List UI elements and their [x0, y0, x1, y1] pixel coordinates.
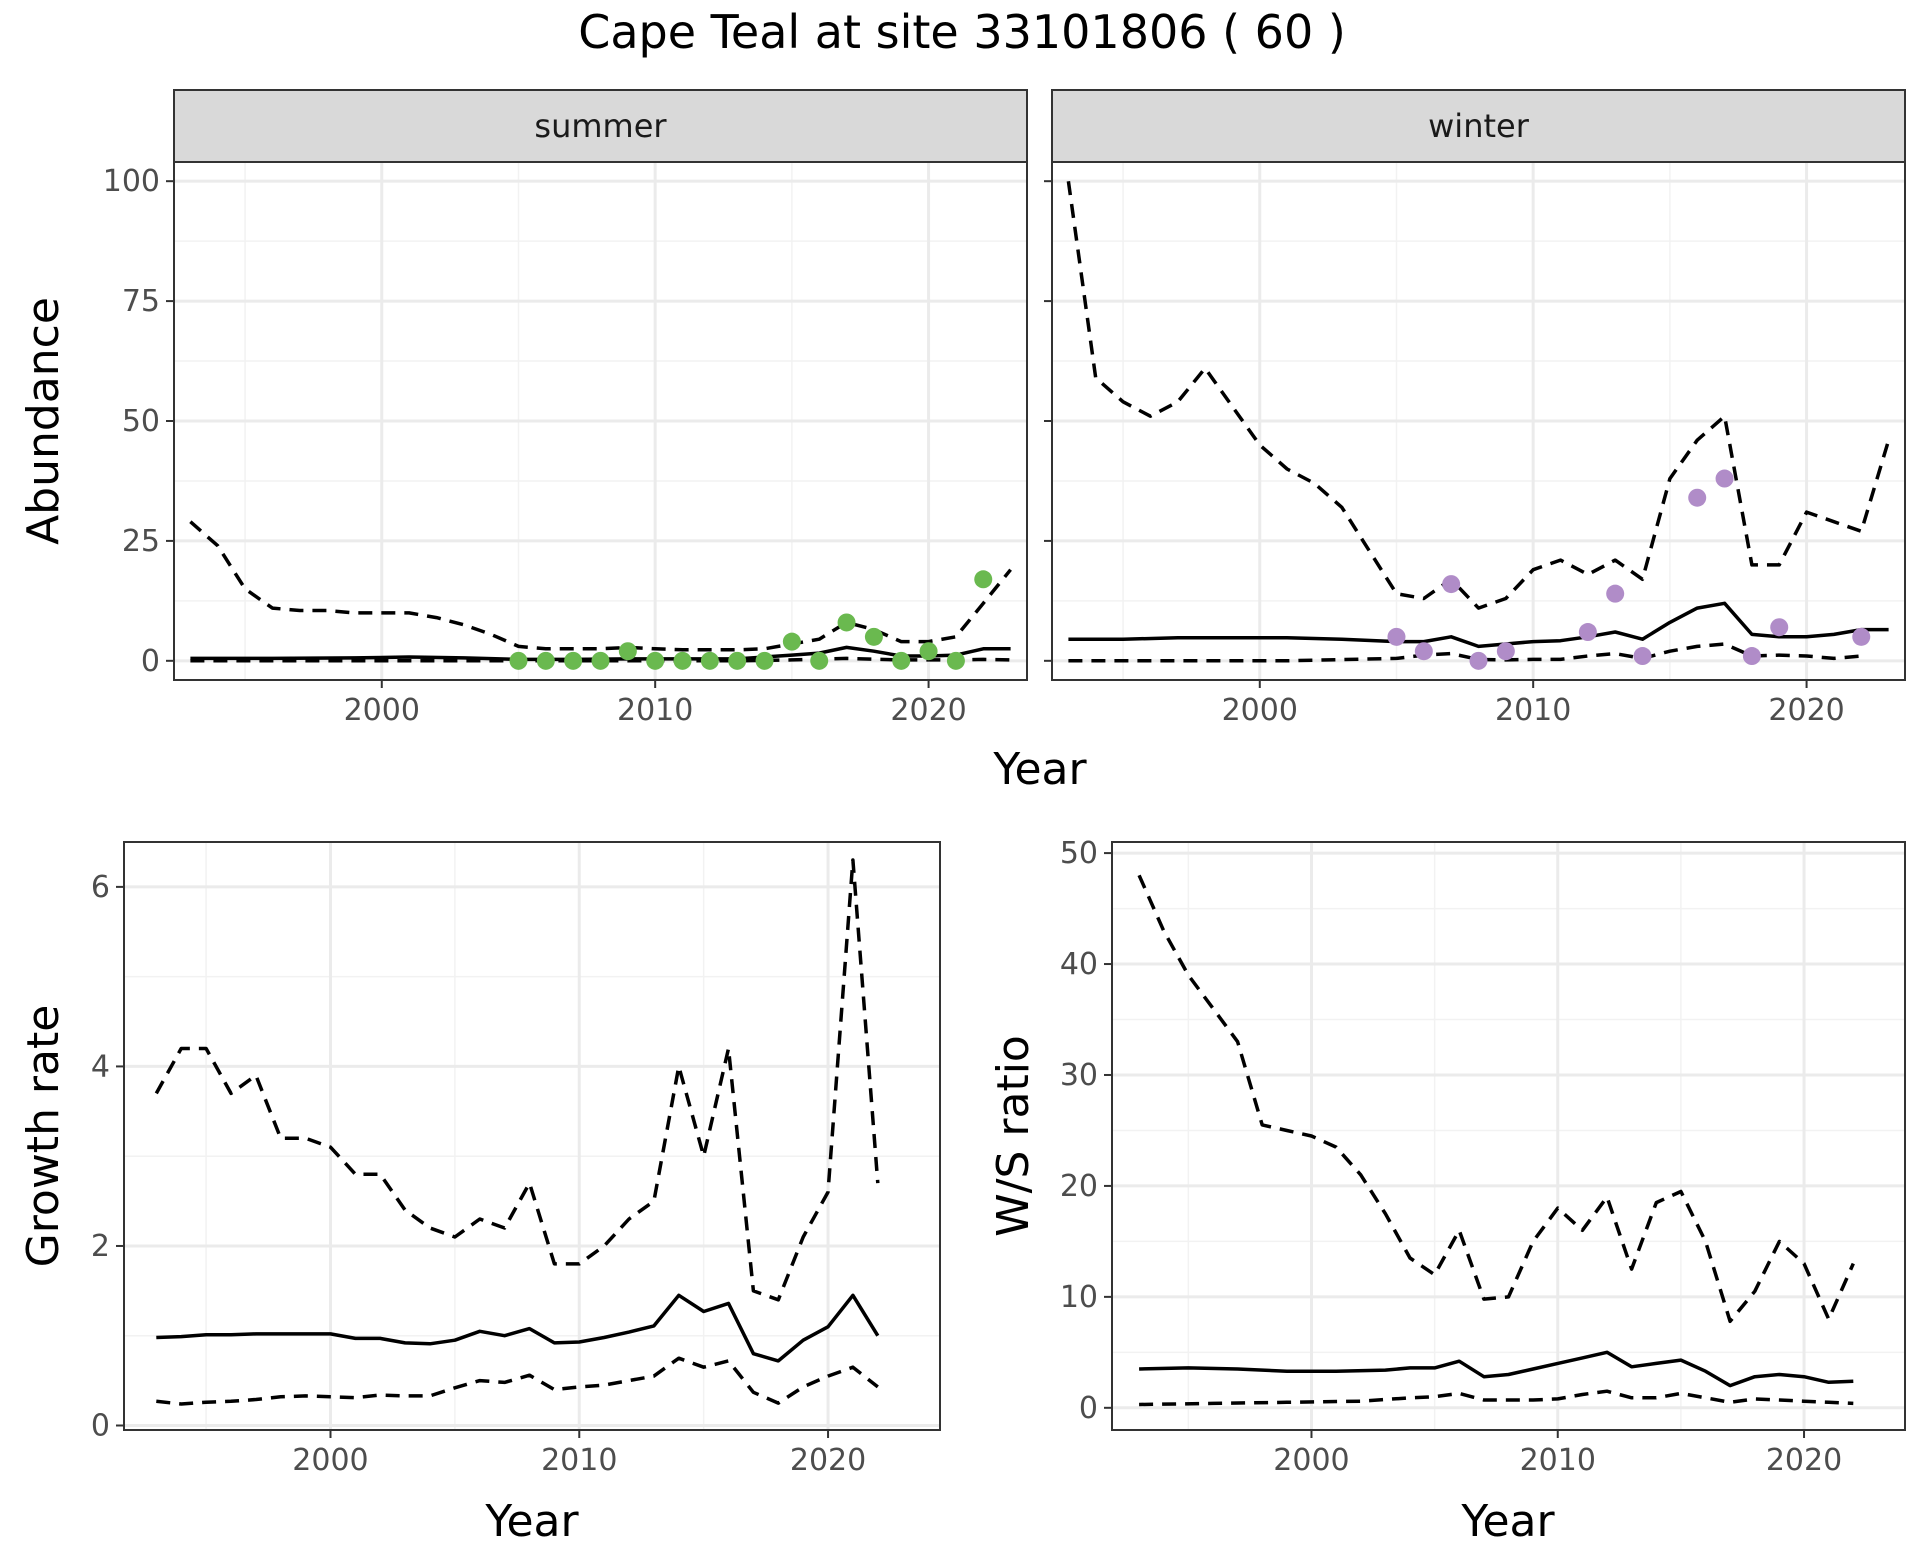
facet-strip [1051, 89, 1906, 163]
x-axis-title: Year [484, 1496, 579, 1547]
y-tick-label: 25 [122, 524, 160, 559]
x-tick-label: 2000 [1222, 693, 1298, 728]
x-tick-label: 2000 [344, 693, 420, 728]
y-tick-label: 0 [141, 644, 160, 679]
y-axis-title: Abundance [18, 297, 69, 545]
chart-panel-2: winter 2000 2010 2020 [1044, 89, 1906, 728]
count-point [564, 651, 583, 670]
count-point [618, 642, 637, 661]
count-point [1414, 642, 1433, 661]
interval-line-3 [156, 1356, 879, 1406]
panel-border [123, 841, 941, 1431]
count-point [1496, 642, 1515, 661]
count-point [837, 613, 856, 632]
y-tick-label: 6 [91, 870, 110, 905]
x-tick-label: 2000 [292, 1443, 368, 1478]
count-point [1688, 488, 1707, 507]
x-tick-label: 2010 [617, 693, 693, 728]
count-point [919, 642, 938, 661]
y-tick-label: 30 [1060, 1058, 1098, 1093]
y-tick-label: 50 [122, 404, 160, 439]
count-point [1442, 575, 1461, 594]
count-point [1770, 618, 1789, 637]
y-tick-label: 75 [122, 284, 160, 319]
count-point [536, 651, 555, 670]
count-point [1633, 647, 1652, 666]
facet-strip [173, 89, 1028, 163]
count-point [1742, 647, 1761, 666]
y-tick-label: 4 [91, 1049, 110, 1084]
facet-strip-label: winter [1428, 107, 1530, 145]
count-point [673, 651, 692, 670]
count-point [591, 651, 610, 670]
count-point [1387, 627, 1406, 646]
count-point [755, 651, 774, 670]
count-point [1469, 651, 1488, 670]
count-point [1852, 627, 1871, 646]
interval-line-1 [1066, 180, 1891, 610]
count-point [509, 651, 528, 670]
x-tick-label: 2000 [1273, 1443, 1349, 1478]
count-point [974, 570, 993, 589]
y-tick-label: 0 [1079, 1391, 1098, 1426]
y-tick-label: 40 [1060, 947, 1098, 982]
chart-title: Cape Teal at site 33101806 ( 60 ) [578, 5, 1346, 59]
y-tick-label: 100 [103, 164, 160, 199]
x-tick-label: 2020 [790, 1443, 866, 1478]
count-point [782, 632, 801, 651]
y-tick-label: 20 [1060, 1169, 1098, 1204]
panel-border [1111, 841, 1906, 1431]
chart-panel-3: 2000 2010 2020 0 2 4 6 Growth rate Year [18, 841, 941, 1547]
interval-line-1 [154, 858, 880, 1302]
interval-line-1 [1137, 874, 1855, 1324]
x-tick-label: 2020 [1768, 693, 1844, 728]
x-tick-label: 2010 [1520, 1443, 1596, 1478]
x-tick-label: 2020 [890, 693, 966, 728]
count-point [646, 651, 665, 670]
count-point [1578, 623, 1597, 642]
count-point [1715, 469, 1734, 488]
count-point [946, 651, 965, 670]
x-axis-title: Year [1460, 1496, 1555, 1547]
y-axis-title: W/S ratio [988, 1035, 1039, 1237]
count-point [700, 651, 719, 670]
y-axis-title: Growth rate [18, 1005, 69, 1268]
y-tick-label: 2 [91, 1229, 110, 1264]
estimate-line-2 [1139, 1350, 1854, 1388]
interval-line-3 [1139, 1389, 1854, 1407]
estimate-line-2 [1068, 601, 1889, 649]
y-tick-label: 10 [1060, 1280, 1098, 1315]
count-point [728, 651, 747, 670]
count-point [892, 651, 911, 670]
count-point [864, 627, 883, 646]
y-tick-label: 0 [91, 1409, 110, 1444]
y-tick-label: 50 [1060, 836, 1098, 871]
count-point [810, 651, 829, 670]
x-tick-label: 2010 [541, 1443, 617, 1478]
estimate-line-2 [156, 1293, 880, 1363]
top-x-axis-title: Year [992, 744, 1087, 795]
chart-panel-4: 2000 2010 2020 0 10 20 30 40 50 W/S ratio Year [988, 836, 1906, 1547]
facet-strip-label: summer [534, 107, 667, 145]
x-tick-label: 2020 [1766, 1443, 1842, 1478]
x-tick-label: 2010 [1495, 693, 1571, 728]
count-point [1606, 584, 1625, 603]
chart-panel-1: summer 2000 2010 2020 0 25 50 75 100 Abundance [18, 89, 1028, 728]
